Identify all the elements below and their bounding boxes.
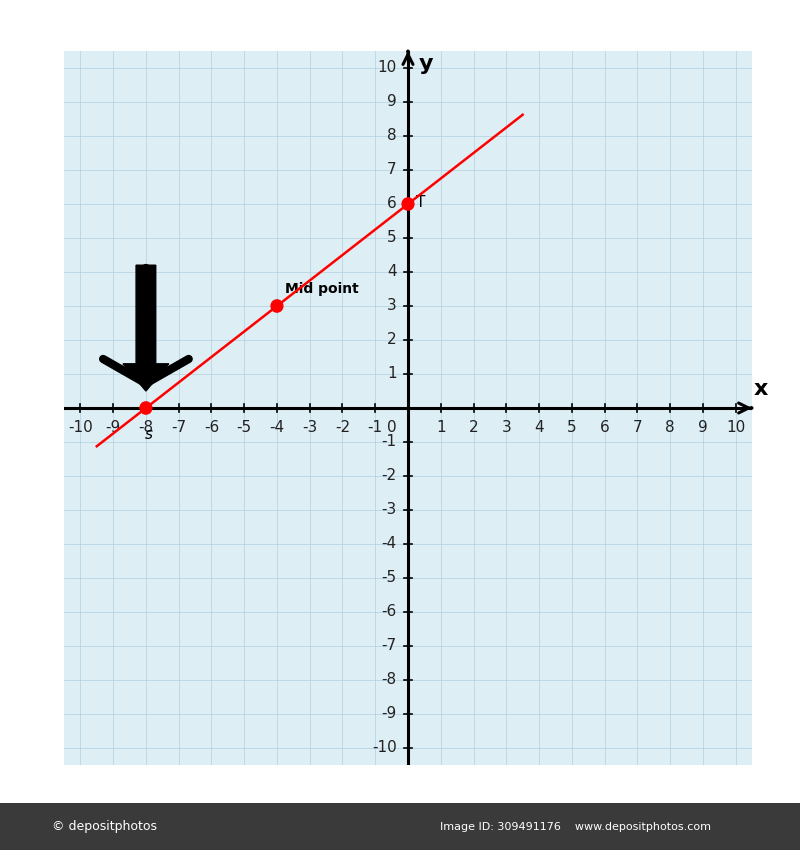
Text: T: T (416, 195, 426, 210)
Text: -4: -4 (382, 536, 397, 552)
Text: 6: 6 (600, 420, 610, 435)
Text: -6: -6 (204, 420, 219, 435)
Text: 10: 10 (726, 420, 746, 435)
Text: -7: -7 (171, 420, 186, 435)
Text: -5: -5 (237, 420, 252, 435)
Text: Mid point: Mid point (285, 282, 359, 296)
Text: -4: -4 (270, 420, 285, 435)
Text: -6: -6 (382, 604, 397, 620)
Text: 5: 5 (387, 230, 397, 246)
Text: -2: -2 (335, 420, 350, 435)
Text: Image ID: 309491176    www.depositphotos.com: Image ID: 309491176 www.depositphotos.co… (441, 822, 711, 831)
Text: 0: 0 (387, 420, 397, 435)
Text: 8: 8 (666, 420, 675, 435)
Text: -1: -1 (382, 434, 397, 450)
Text: -10: -10 (372, 740, 397, 756)
Text: y: y (418, 54, 434, 75)
Text: 7: 7 (387, 162, 397, 178)
Text: 5: 5 (567, 420, 577, 435)
Text: 2: 2 (387, 332, 397, 348)
Text: 9: 9 (698, 420, 708, 435)
Text: 6: 6 (386, 196, 397, 212)
Text: 2: 2 (469, 420, 478, 435)
Text: 4: 4 (387, 264, 397, 280)
Text: 1: 1 (387, 366, 397, 382)
Text: 4: 4 (534, 420, 544, 435)
Text: x: x (754, 379, 768, 400)
FancyArrow shape (123, 265, 169, 391)
Circle shape (271, 300, 283, 312)
Text: -5: -5 (382, 570, 397, 586)
Circle shape (140, 402, 152, 414)
Text: -8: -8 (382, 672, 397, 688)
Text: -10: -10 (68, 420, 93, 435)
Text: © depositphotos: © depositphotos (51, 820, 157, 833)
Text: 3: 3 (386, 298, 397, 314)
Text: -2: -2 (382, 468, 397, 484)
Text: 8: 8 (387, 128, 397, 144)
Text: -7: -7 (382, 638, 397, 654)
Text: 9: 9 (386, 94, 397, 110)
Text: 1: 1 (436, 420, 446, 435)
Circle shape (402, 198, 414, 210)
Text: 7: 7 (633, 420, 642, 435)
Text: s: s (145, 427, 153, 442)
Text: -8: -8 (138, 420, 154, 435)
Text: 10: 10 (378, 60, 397, 76)
Text: -1: -1 (368, 420, 383, 435)
Text: -3: -3 (382, 502, 397, 518)
Text: 3: 3 (502, 420, 511, 435)
Text: -3: -3 (302, 420, 318, 435)
Text: -9: -9 (106, 420, 121, 435)
Text: -9: -9 (382, 706, 397, 722)
